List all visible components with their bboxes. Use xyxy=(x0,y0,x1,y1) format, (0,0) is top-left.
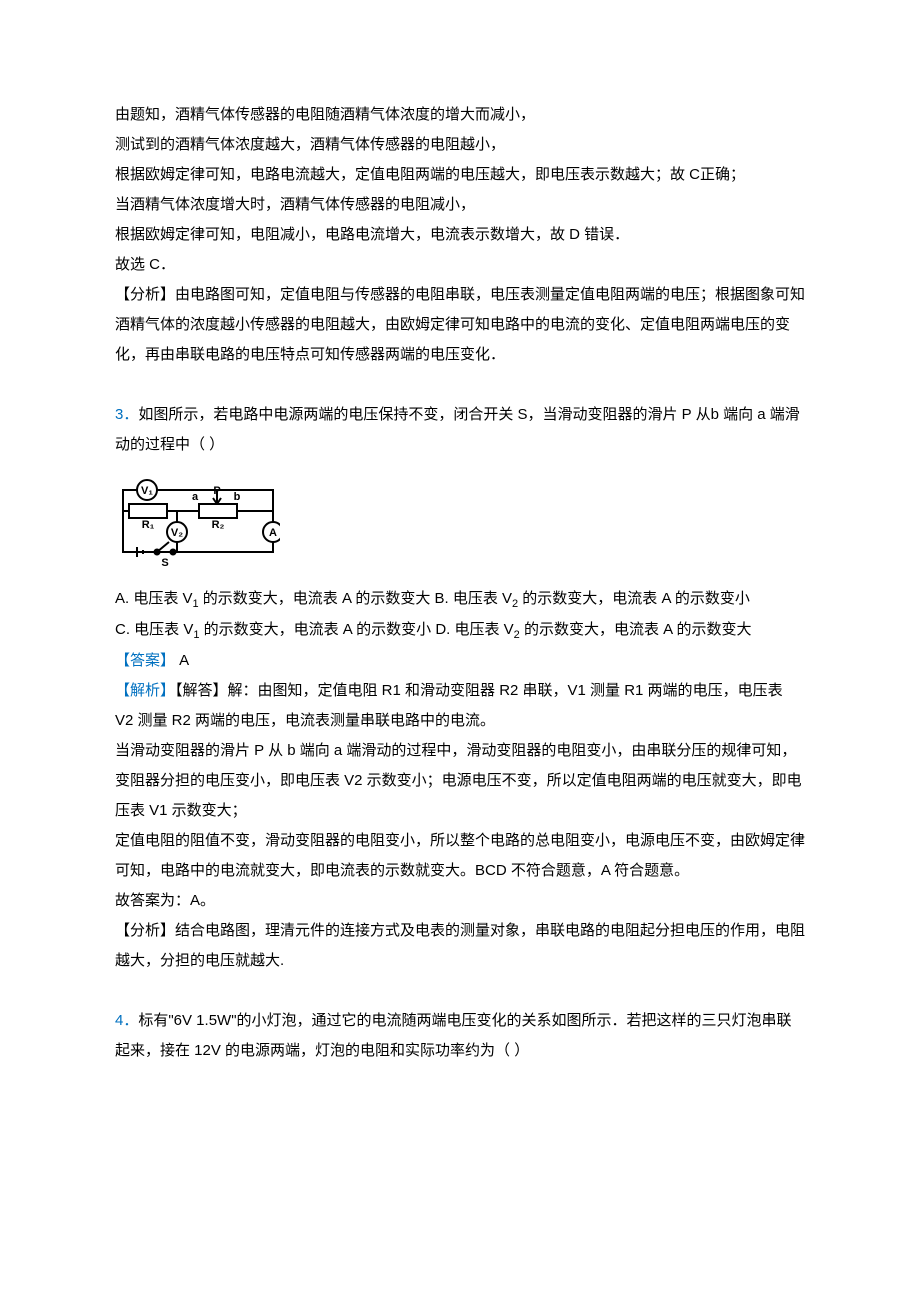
svg-text:a: a xyxy=(192,491,199,503)
svg-text:A: A xyxy=(269,527,277,539)
answer-label: 【答案】 xyxy=(115,652,175,669)
q2-line: 根据欧姆定律可知，电路电流越大，定值电阻两端的电压越大，即电压表示数越大；故 C… xyxy=(115,160,805,190)
svg-text:b: b xyxy=(234,491,241,503)
svg-text:V₁: V₁ xyxy=(141,485,153,497)
opt-c-post: 的示数变大，电流表 A 的示数变小 xyxy=(199,621,431,638)
q3-number: 3． xyxy=(115,406,138,423)
q3-explain-2: 当滑动变阻器的滑片 P 从 b 端向 a 端滑动的过程中，滑动变阻器的电阻变小，… xyxy=(115,736,805,826)
opt-c-pre: C. 电压表 V xyxy=(115,621,193,638)
opt-b-pre: B. 电压表 V xyxy=(430,590,512,607)
svg-text:S: S xyxy=(161,557,168,569)
answer-value: A xyxy=(175,652,189,669)
q3-option-row1: A. 电压表 V1 的示数变大，电流表 A 的示数变大 B. 电压表 V2 的示… xyxy=(115,584,805,615)
q4-number: 4． xyxy=(115,1012,138,1029)
section-gap xyxy=(115,976,805,1006)
q4-stem: 4．标有"6V 1.5W"的小灯泡，通过它的电流随两端电压变化的关系如图所示．若… xyxy=(115,1006,805,1066)
explain-text: 【解答】解：由图知，定值电阻 R1 和滑动变阻器 R2 串联，V1 测量 R1 … xyxy=(115,682,783,729)
explain-label: 【解析】 xyxy=(115,682,175,699)
opt-d-post: 的示数变大，电流表 A 的示数变大 xyxy=(520,621,752,638)
q2-line: 由题知，酒精气体传感器的电阻随酒精气体浓度的增大而减小， xyxy=(115,100,805,130)
q3-option-row2: C. 电压表 V1 的示数变大，电流表 A 的示数变小 D. 电压表 V2 的示… xyxy=(115,615,805,646)
q2-line: 测试到的酒精气体浓度越大，酒精气体传感器的电阻越小， xyxy=(115,130,805,160)
opt-a-post: 的示数变大，电流表 A 的示数变大 xyxy=(199,590,431,607)
q3-explain-3: 定值电阻的阻值不变，滑动变阻器的电阻变小，所以整个电路的总电阻变小，电源电压不变… xyxy=(115,826,805,886)
opt-b-post: 的示数变大，电流表 A 的示数变小 xyxy=(518,590,750,607)
q4-stem-text: 标有"6V 1.5W"的小灯泡，通过它的电流随两端电压变化的关系如图所示．若把这… xyxy=(115,1012,792,1059)
svg-text:R₁: R₁ xyxy=(142,519,155,531)
section-gap xyxy=(115,370,805,400)
q3-stem: 3．如图所示，若电路中电源两端的电压保持不变，闭合开关 S，当滑动变阻器的滑片 … xyxy=(115,400,805,460)
opt-d-pre: D. 电压表 V xyxy=(431,621,514,638)
q3-explain-4: 故答案为：A。 xyxy=(115,886,805,916)
document-page: 由题知，酒精气体传感器的电阻随酒精气体浓度的增大而减小， 测试到的酒精气体浓度越… xyxy=(0,0,920,1302)
q2-analysis: 【分析】由电路图可知，定值电阻与传感器的电阻串联，电压表测量定值电阻两端的电压；… xyxy=(115,280,805,370)
q2-line: 根据欧姆定律可知，电阻减小，电路电流增大，电流表示数增大，故 D 错误． xyxy=(115,220,805,250)
circuit-diagram: V₁ R₁ V₂ a P b R₂ xyxy=(115,470,280,570)
q2-line: 故选 C． xyxy=(115,250,805,280)
svg-text:R₂: R₂ xyxy=(212,519,225,531)
q3-explain-1: 【解析】【解答】解：由图知，定值电阻 R1 和滑动变阻器 R2 串联，V1 测量… xyxy=(115,676,805,736)
svg-text:V₂: V₂ xyxy=(171,527,183,539)
q3-explain-5: 【分析】结合电路图，理清元件的连接方式及电表的测量对象，串联电路的电阻起分担电压… xyxy=(115,916,805,976)
q3-stem-text: 如图所示，若电路中电源两端的电压保持不变，闭合开关 S，当滑动变阻器的滑片 P … xyxy=(115,406,800,453)
opt-a-pre: A. 电压表 V xyxy=(115,590,193,607)
q2-line: 当酒精气体浓度增大时，酒精气体传感器的电阻减小， xyxy=(115,190,805,220)
q3-answer: 【答案】 A xyxy=(115,646,805,676)
